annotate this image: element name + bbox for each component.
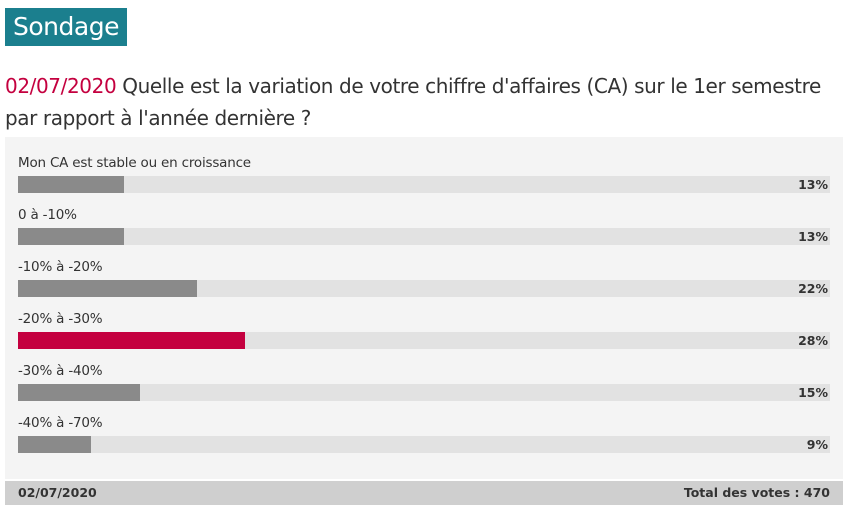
vote-total: Total des votes : 470 — [683, 485, 830, 500]
poll-option-track: 13% — [18, 176, 830, 193]
poll-option-label: -30% à -40% — [18, 363, 103, 379]
poll-option-label: -20% à -30% — [18, 311, 103, 327]
poll-option: -30% à -40% 15% — [18, 362, 830, 401]
poll-option-label: Mon CA est stable ou en croissance — [18, 155, 251, 171]
poll-option: -10% à -20% 22% — [18, 258, 830, 297]
poll-option-percent: 28% — [798, 333, 828, 348]
poll-footer: 02/07/2020 Total des votes : 470 — [5, 481, 843, 505]
poll-option-bar — [18, 228, 124, 245]
poll-option-track: 15% — [18, 384, 830, 401]
poll-option-percent: 13% — [798, 177, 828, 192]
poll-option: Mon CA est stable ou en croissance 13% — [18, 154, 830, 193]
poll-option-percent: 13% — [798, 229, 828, 244]
page-title: Sondage — [5, 8, 127, 46]
poll-option-label: -40% à -70% — [18, 415, 103, 431]
poll-option-bar — [18, 280, 197, 297]
poll-option-label: 0 à -10% — [18, 207, 77, 223]
footer-date: 02/07/2020 — [18, 485, 97, 500]
poll-option: -40% à -70% 9% — [18, 414, 830, 453]
poll-question: 02/07/2020 Quelle est la variation de vo… — [5, 70, 825, 134]
poll-option-percent: 15% — [798, 385, 828, 400]
poll-option-bar — [18, 332, 246, 349]
poll-option-track: 9% — [18, 436, 830, 453]
question-date: 02/07/2020 — [5, 74, 117, 98]
poll-results: Mon CA est stable ou en croissance 13% 0… — [5, 137, 843, 479]
poll-option-bar — [18, 384, 140, 401]
poll-option-label: -10% à -20% — [18, 259, 103, 275]
poll-option-track: 28% — [18, 332, 830, 349]
poll-option-bar — [18, 436, 92, 453]
poll-option-percent: 9% — [806, 437, 828, 452]
poll-option-percent: 22% — [798, 281, 828, 296]
poll-option: -20% à -30% 28% — [18, 310, 830, 349]
poll-option-track: 22% — [18, 280, 830, 297]
poll-option-bar — [18, 176, 124, 193]
poll-option-track: 13% — [18, 228, 830, 245]
poll-option: 0 à -10% 13% — [18, 206, 830, 245]
question-text: Quelle est la variation de votre chiffre… — [5, 74, 821, 130]
